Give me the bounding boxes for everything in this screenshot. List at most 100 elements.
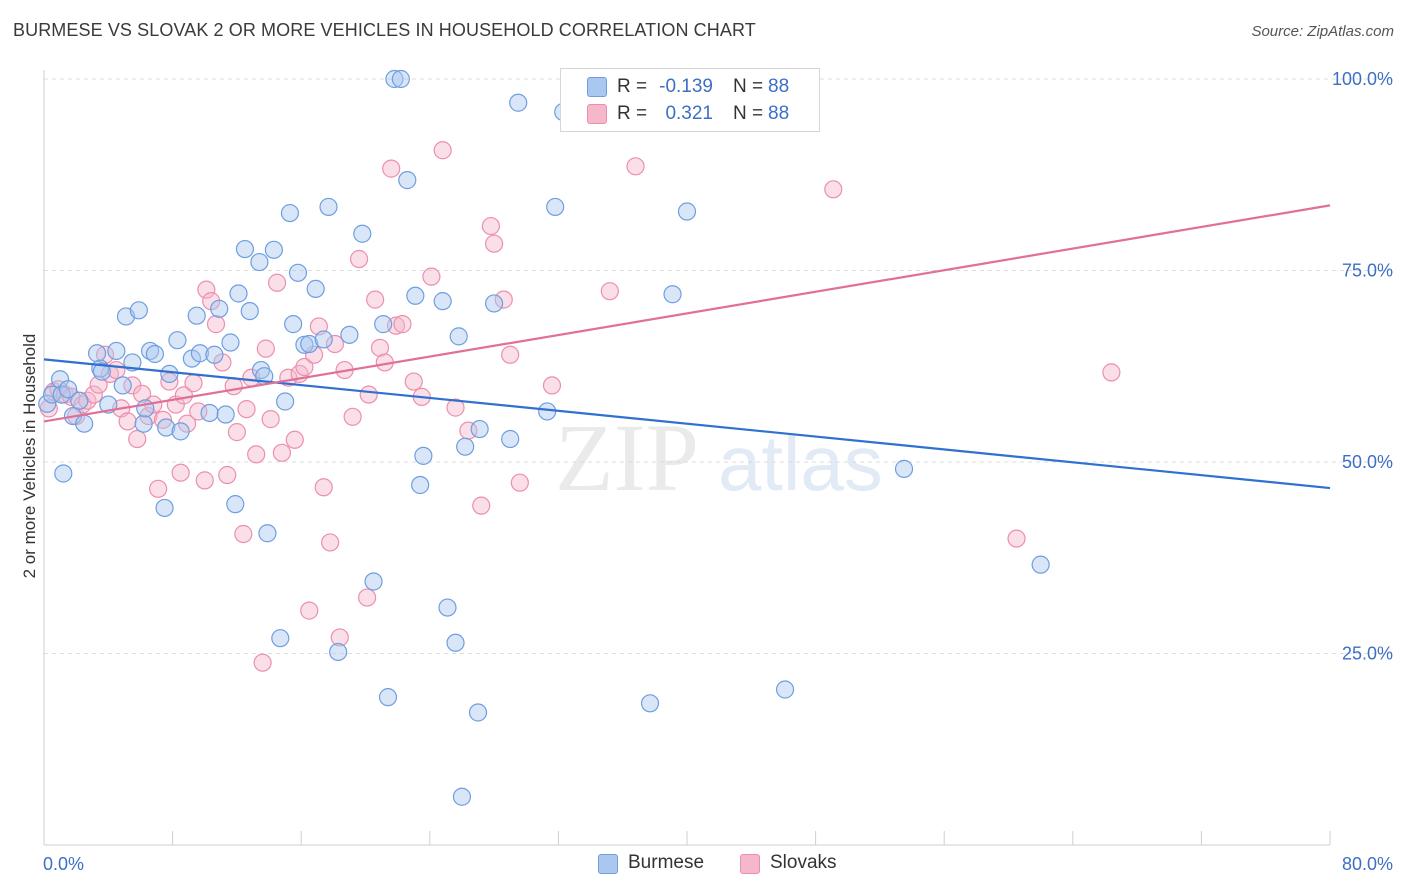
slovaks-point: [197, 280, 216, 299]
slovaks-point: [295, 357, 314, 377]
correlation-legend: R = -0.139 N = 88 R = 0.321 N = 88: [560, 68, 820, 132]
burmese-point: [295, 335, 314, 354]
burmese-point: [438, 598, 457, 617]
n-value: 88: [768, 76, 790, 97]
burmese-point: [398, 171, 417, 190]
burmese-point: [406, 286, 425, 305]
burmese-point: [284, 315, 303, 334]
burmese-point: [340, 325, 359, 344]
slovaks-point: [300, 601, 319, 620]
burmese-point: [391, 69, 410, 89]
burmese-point: [546, 197, 565, 217]
burmese-point: [538, 402, 557, 421]
burmese-point: [171, 422, 190, 441]
slovaks-point: [446, 398, 465, 417]
burmese-point: [240, 301, 259, 321]
slovaks-point: [343, 407, 362, 426]
burmese-point: [155, 498, 174, 518]
burmese-point: [70, 391, 89, 410]
burmese-trend-line: [43, 358, 1331, 490]
burmese-point: [235, 239, 255, 259]
slovaks-point: [824, 180, 843, 199]
burmese-point: [54, 464, 73, 483]
burmese-point: [456, 437, 475, 456]
x-tick-label-80: 80.0%: [1342, 854, 1393, 874]
burmese-point: [258, 524, 277, 543]
n-label: N =: [733, 103, 764, 124]
burmese-point: [663, 285, 682, 304]
burmese-point: [271, 629, 290, 648]
burmese-point: [75, 414, 94, 433]
burmese-point: [446, 633, 465, 652]
burmese-point: [452, 787, 472, 806]
burmese-point: [59, 380, 78, 399]
slovaks-point: [227, 423, 246, 442]
burmese-point: [210, 299, 229, 318]
burmese-point: [168, 331, 187, 350]
burmese-swatch: [598, 854, 618, 874]
burmese-point: [468, 703, 488, 722]
legend-label: Slovaks: [770, 852, 837, 873]
y-tick-label-50: 50.0%: [1342, 452, 1393, 472]
slovaks-point: [256, 339, 275, 358]
burmese-point: [385, 69, 404, 89]
burmese-point: [470, 419, 489, 439]
burmese-point: [216, 405, 235, 424]
burmese-point: [123, 353, 142, 372]
slovaks-point: [404, 372, 423, 391]
slovaks-point: [358, 588, 377, 607]
slovaks-point: [160, 372, 179, 391]
burmese-point: [300, 334, 319, 354]
burmese-point: [449, 327, 468, 346]
burmese-point: [187, 306, 206, 325]
slovaks-point: [485, 234, 504, 253]
slovaks-point: [330, 628, 349, 647]
y-axis-label: 2 or more Vehicles in Household: [20, 333, 39, 579]
slovaks-point: [314, 478, 333, 497]
slovaks-point: [224, 377, 243, 396]
axes: [43, 70, 1331, 846]
slovaks-point: [422, 267, 441, 286]
slovaks-point: [600, 282, 619, 301]
burmese-point: [485, 294, 504, 313]
slovaks-point: [321, 533, 340, 552]
burmese-point: [42, 385, 62, 404]
slovaks-point: [510, 473, 529, 492]
slovaks-point: [118, 412, 137, 431]
burmese-point: [107, 341, 126, 361]
gridlines: [44, 78, 1392, 654]
burmese-point: [190, 344, 210, 363]
burmese-point: [314, 330, 333, 349]
r-label: R =: [617, 76, 648, 97]
slovaks-point: [382, 159, 401, 178]
legend-label: Burmese: [628, 852, 705, 873]
burmese-point: [264, 240, 283, 259]
slovaks-swatch: [740, 854, 760, 874]
slovaks-point: [481, 216, 500, 236]
burmese-point: [160, 364, 179, 384]
slovaks-point: [494, 290, 513, 309]
trend-lines: [43, 204, 1331, 490]
burmese-point: [134, 414, 153, 433]
burmese-point: [276, 392, 295, 411]
slovaks-swatch: [587, 104, 607, 124]
y-tick-label-100: 100.0%: [1332, 69, 1393, 89]
burmese-point: [140, 341, 160, 361]
burmese-point: [226, 495, 245, 514]
chart-title: BURMESE VS SLOVAK 2 OR MORE VEHICLES IN …: [13, 20, 756, 40]
slovaks-point: [472, 496, 491, 515]
burmese-point: [221, 333, 240, 352]
burmese-point: [433, 292, 452, 311]
series-slovaks-points: [39, 69, 1121, 672]
burmese-point: [677, 202, 697, 221]
burmese-point: [414, 446, 433, 465]
slovaks-point: [234, 524, 253, 544]
burmese-point: [129, 301, 148, 320]
slovaks-point: [237, 400, 256, 419]
slovaks-point: [285, 430, 304, 449]
watermark: ZIP atlas: [555, 404, 883, 511]
x-tick-label-0: 0.0%: [43, 854, 84, 874]
slovaks-point: [626, 157, 645, 176]
burmese-point: [1031, 555, 1050, 574]
slovaks-point: [542, 376, 562, 395]
